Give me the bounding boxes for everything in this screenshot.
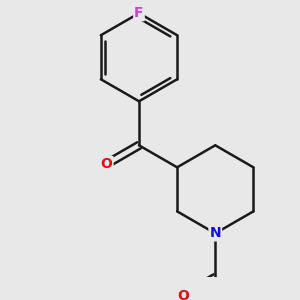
Text: N: N xyxy=(209,226,221,240)
Text: O: O xyxy=(177,289,189,300)
Text: F: F xyxy=(134,6,144,20)
Text: O: O xyxy=(100,157,112,171)
